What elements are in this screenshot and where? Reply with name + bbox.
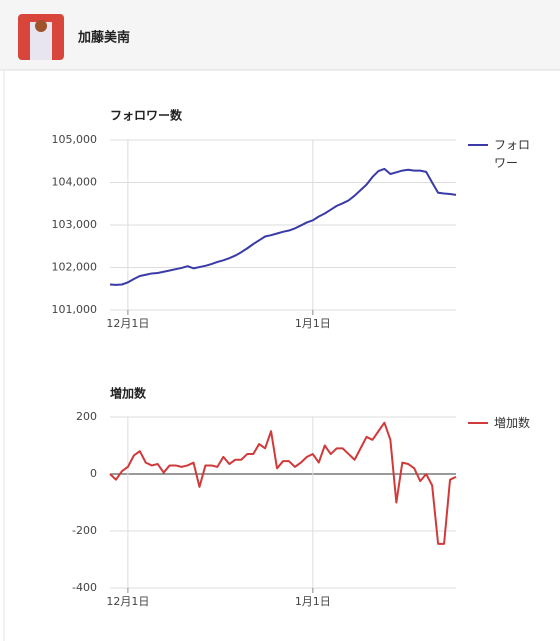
x-tick-label: 12月1日 (106, 595, 149, 608)
legend-label[interactable]: 増加数 (494, 416, 531, 430)
y-tick-label: -200 (72, 524, 97, 537)
y-tick-label: 0 (90, 467, 97, 480)
avatar-head (35, 20, 47, 32)
legend-label[interactable]: フォロワー (494, 138, 531, 170)
y-tick-label: 104,000 (52, 176, 98, 189)
data-line (109, 167, 457, 286)
chart-title: フォロワー数 (110, 108, 183, 123)
y-tick-label: 102,000 (52, 261, 98, 274)
x-tick-label: 12月1日 (106, 317, 149, 330)
x-tick-label: 1月1日 (295, 317, 331, 330)
y-tick-label: 200 (76, 410, 97, 423)
user-name[interactable]: 加藤美南 (77, 30, 130, 46)
header-bar (0, 0, 560, 70)
y-tick-label: -400 (72, 581, 97, 594)
x-tick-label: 1月1日 (295, 595, 331, 608)
y-tick-label: 105,000 (52, 133, 98, 146)
y-tick-label: 103,000 (52, 218, 98, 231)
avatar-figure (30, 22, 52, 60)
y-tick-label: 101,000 (52, 303, 98, 316)
chart-title: 増加数 (110, 386, 147, 401)
data-line (109, 421, 457, 545)
